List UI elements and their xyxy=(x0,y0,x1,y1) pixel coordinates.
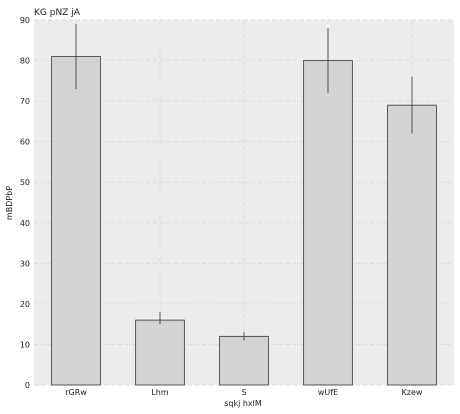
bars xyxy=(51,56,437,386)
x-tick-label: Lhm xyxy=(151,388,169,397)
y-tick-label: 80 xyxy=(20,57,30,66)
bar-rGRw xyxy=(51,56,101,386)
bar-Lhm xyxy=(135,319,185,386)
error-bars xyxy=(75,24,413,341)
chart-title: KG pNZ jA xyxy=(34,8,81,18)
bar-Kzew xyxy=(387,104,437,386)
y-axis: 0 10 20 30 40 50 60 70 80 90 xyxy=(20,16,30,390)
y-tick-label: 20 xyxy=(20,300,30,309)
bar-wUfE xyxy=(303,60,353,386)
bar-S xyxy=(219,335,269,386)
y-tick-label: 90 xyxy=(20,16,30,25)
y-tick-label: 70 xyxy=(20,97,30,106)
y-axis-title: mBDPbP xyxy=(5,186,14,220)
x-axis-title: sqkj hxlM xyxy=(224,399,262,408)
x-tick-label: Kzew xyxy=(402,388,423,397)
y-tick-label: 10 xyxy=(20,340,30,349)
y-tick-label: 40 xyxy=(20,219,30,228)
y-tick-label: 0 xyxy=(25,381,30,390)
x-tick-label: S xyxy=(241,388,246,397)
x-tick-label: rGRw xyxy=(65,388,87,397)
x-tick-label: wUfE xyxy=(318,388,338,397)
y-tick-label: 30 xyxy=(20,259,30,268)
y-tick-label: 60 xyxy=(20,138,30,147)
y-tick-label: 50 xyxy=(20,178,30,187)
